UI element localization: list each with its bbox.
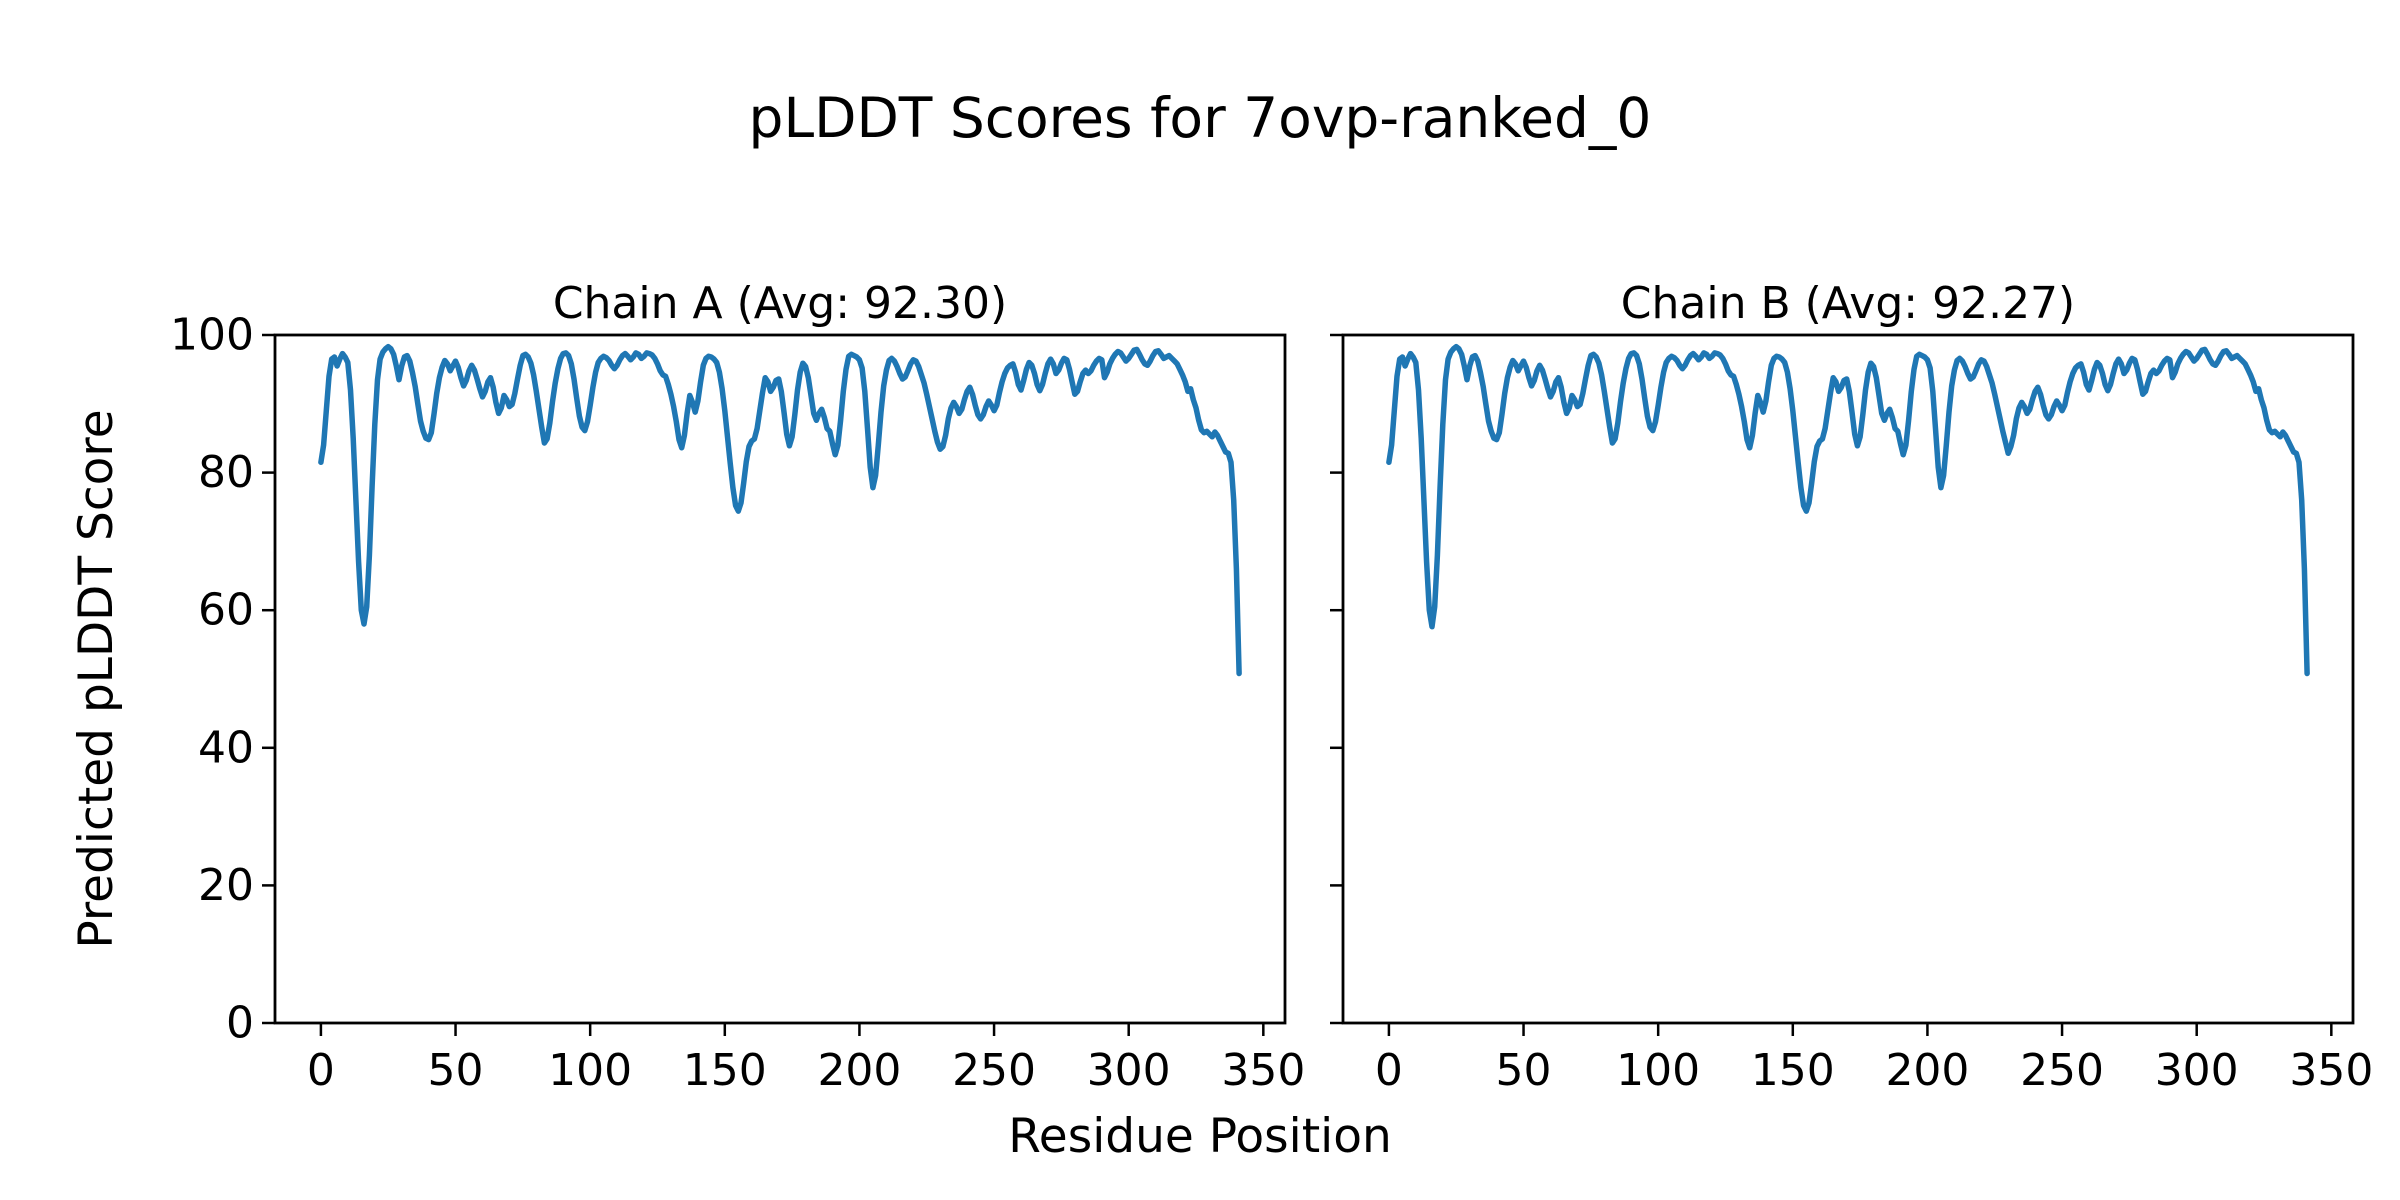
y-axis-label: Predicted pLDDT Score [69, 409, 124, 948]
x-tick-label: 250 [952, 1045, 1036, 1096]
axes-b-title: Chain B (Avg: 92.27) [1621, 278, 2075, 329]
axes-chain-a: Chain A (Avg: 92.30) 0 50 100 150 200 250 300 3… [170, 278, 1305, 1096]
axes-chain-b: Chain B (Avg: 92.27) 0 50 100 150 200 250 300 3… [1330, 278, 2373, 1096]
x-tick-label: 200 [1885, 1045, 1969, 1096]
x-tick-label: 350 [1221, 1045, 1305, 1096]
y-tick-label: 40 [198, 722, 254, 773]
y-tick-label: 0 [226, 998, 254, 1049]
y-tick-label: 80 [198, 447, 254, 498]
plddt-line [318, 343, 1242, 677]
x-tick-label: 250 [2020, 1045, 2104, 1096]
x-tick-label: 0 [1375, 1045, 1403, 1096]
y-tick-label: 60 [198, 585, 254, 636]
y-tick-label: 100 [170, 310, 254, 361]
x-tick-label: 200 [817, 1045, 901, 1096]
axes-spines [1341, 333, 2355, 1025]
plddt-line [1386, 343, 2310, 677]
x-tick-label: 150 [683, 1045, 767, 1096]
x-tick-label: 100 [1616, 1045, 1700, 1096]
x-tick-label: 150 [1751, 1045, 1835, 1096]
x-tick-label: 300 [2155, 1045, 2239, 1096]
y-tick-label: 20 [198, 860, 254, 911]
x-tick-label: 0 [307, 1045, 335, 1096]
x-tick-label: 50 [1496, 1045, 1552, 1096]
x-axis-label: Residue Position [1008, 1109, 1391, 1164]
x-tick-label: 100 [548, 1045, 632, 1096]
axes-spines [273, 333, 1287, 1025]
figure-title: pLDDT Scores for 7ovp-ranked_0 [749, 86, 1652, 150]
x-tick-label: 300 [1087, 1045, 1171, 1096]
x-tick-label: 350 [2289, 1045, 2373, 1096]
x-tick-label: 50 [428, 1045, 484, 1096]
axes-a-title: Chain A (Avg: 92.30) [553, 278, 1007, 329]
